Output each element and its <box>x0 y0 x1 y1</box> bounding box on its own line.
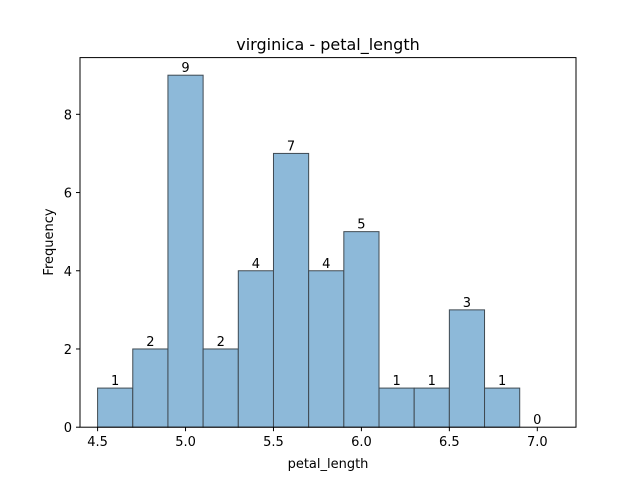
bar-value-label: 0 <box>533 413 541 428</box>
chart-title: virginica - petal_length <box>236 35 419 55</box>
bar-value-label: 1 <box>392 374 400 389</box>
histogram-bar <box>343 231 380 428</box>
histogram-bar <box>237 270 274 428</box>
bar-value-label: 4 <box>322 257 330 272</box>
x-tick-label: 6.0 <box>351 435 372 450</box>
histogram-bar <box>202 348 239 428</box>
histogram-bar <box>132 348 169 428</box>
histogram-bar <box>308 270 345 428</box>
plot-frame <box>79 57 577 428</box>
x-axis: 4.5 5.0 5.5 6.0 6.5 7.0 <box>87 427 548 450</box>
y-axis-label: Frequency <box>42 208 57 275</box>
y-tick-label: 2 <box>64 343 72 358</box>
histogram-bar <box>413 387 450 428</box>
histogram-bar <box>378 387 415 428</box>
y-axis: 0 2 4 6 8 <box>64 108 80 436</box>
bar-value-label: 2 <box>217 335 225 350</box>
y-tick-label: 8 <box>64 108 72 123</box>
y-tick-label: 4 <box>64 265 72 280</box>
x-tick-label: 5.5 <box>263 435 284 450</box>
bar-value-label: 9 <box>181 61 189 76</box>
x-tick-label: 6.5 <box>439 435 460 450</box>
histogram-bar <box>97 387 134 428</box>
bar-value-label: 4 <box>252 257 260 272</box>
x-tick-label: 4.5 <box>87 435 108 450</box>
bar-value-label: 1 <box>498 374 506 389</box>
bar-labels-group: 1 2 9 2 4 7 4 5 1 1 3 1 0 <box>111 61 541 428</box>
bar-value-label: 7 <box>287 139 295 154</box>
histogram-bar <box>272 152 310 428</box>
x-tick-label: 5.0 <box>175 435 196 450</box>
histogram-bar <box>167 74 204 428</box>
y-tick-label: 0 <box>64 421 72 436</box>
x-axis-label: petal_length <box>288 457 369 472</box>
bar-value-label: 2 <box>146 335 154 350</box>
x-tick-label: 7.0 <box>527 435 548 450</box>
bar-value-label: 1 <box>428 374 436 389</box>
bars-group <box>97 74 521 428</box>
bar-value-label: 1 <box>111 374 119 389</box>
histogram-bar <box>448 309 486 428</box>
bar-value-label: 3 <box>463 296 471 311</box>
histogram-bar <box>484 387 521 428</box>
y-tick-label: 6 <box>64 187 72 202</box>
bar-value-label: 5 <box>357 218 365 233</box>
